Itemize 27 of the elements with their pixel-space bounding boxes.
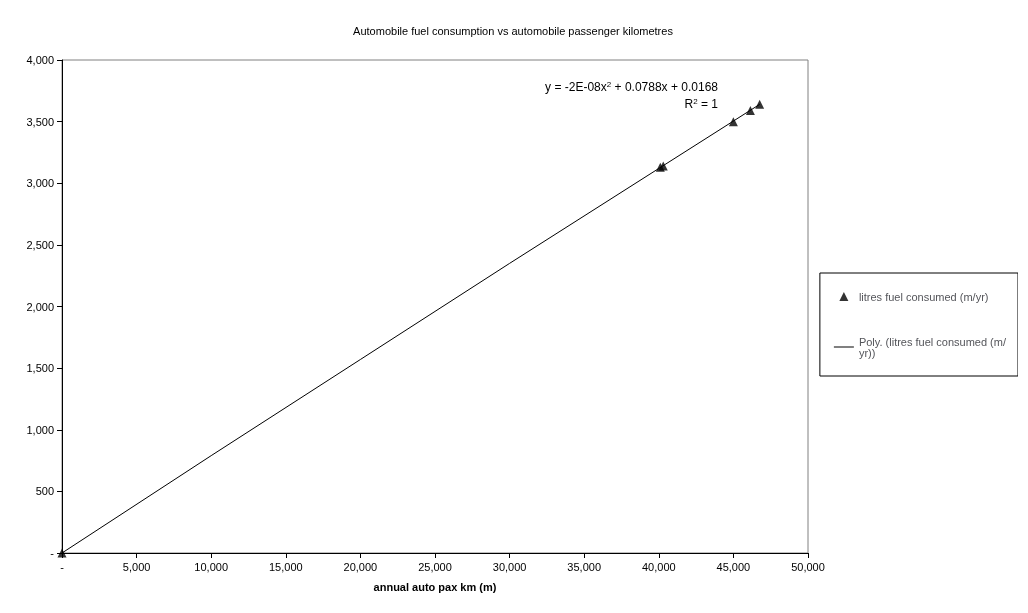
x-tick-label: 10,000 <box>194 560 229 573</box>
y-tick-label: 3,000 <box>26 177 54 190</box>
y-tick-label: 4,000 <box>26 54 54 66</box>
y-tick-label: 1,000 <box>26 423 54 436</box>
x-tick-label: 35,000 <box>567 560 602 573</box>
x-tick-label: 30,000 <box>492 560 527 573</box>
x-tick-label: 50,000 <box>791 560 825 573</box>
point <box>755 99 765 109</box>
y-tick-label: 2,500 <box>26 238 54 251</box>
x-tick-label: 45,000 <box>716 560 751 573</box>
y-tick-label: 1,500 <box>26 362 54 375</box>
point <box>745 106 755 116</box>
x-axis-title: annual auto pax km (m) <box>373 580 497 593</box>
x-tick-label: 15,000 <box>268 560 303 573</box>
y-tick-label: 2,000 <box>26 300 54 313</box>
y-tick-label: 3,500 <box>26 115 54 128</box>
x-tick-label: 5,000 <box>122 560 151 573</box>
chart-title: Automobile fuel consumption vs automobile passenger kilometres <box>353 24 674 37</box>
y-tick-label: 500 <box>35 485 54 498</box>
legend-label: Poly. (litres fuel consumed (m/yr)) <box>858 335 1007 359</box>
x-tick-label: 40,000 <box>641 560 676 573</box>
x-tick-label: 25,000 <box>418 560 452 573</box>
x-tick-label: - <box>60 560 65 573</box>
legend-label: litres fuel consumed (m/yr) <box>858 290 989 303</box>
y-tick-label: - <box>50 547 55 559</box>
x-tick-label: 20,000 <box>343 560 378 573</box>
point <box>728 117 738 127</box>
